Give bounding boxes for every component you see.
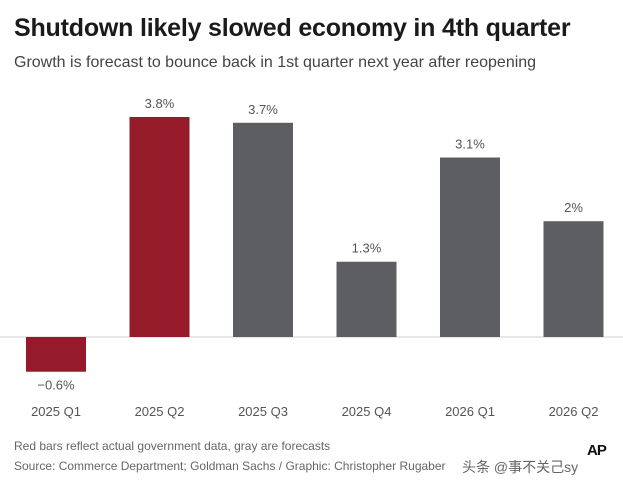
data-label: 2% [564,200,583,215]
chart-note: Red bars reflect actual government data,… [14,439,331,453]
bar-chart: −0.6% 2025 Q1 3.8% 2025 Q2 3.7% 2025 Q3 1.3% 20… [0,96,623,419]
data-label: 3.7% [248,102,278,117]
x-tick-label: 2025 Q3 [238,404,288,419]
watermark-text: 头条 @事不关己sy [462,459,579,475]
bar-2026-q2 [543,221,604,337]
chart-title: Shutdown likely slowed economy in 4th qu… [14,14,571,42]
x-tick-label: 2026 Q1 [445,404,495,419]
bar-2025-q4 [336,261,397,337]
chart-subtitle: Growth is forecast to bounce back in 1st… [14,54,537,71]
bar-2026-q1 [440,157,500,337]
bar-2025-q3 [233,122,293,337]
x-tick-label: 2026 Q2 [549,404,599,419]
x-tick-label: 2025 Q1 [31,404,81,419]
data-label: 3.1% [455,137,485,152]
ap-logo: AP [587,442,607,459]
data-label: 1.3% [352,241,382,256]
x-tick-label: 2025 Q4 [342,404,392,419]
x-tick-label: 2025 Q2 [135,404,185,419]
bar-2025-q2 [129,116,190,337]
data-label: 3.8% [145,96,175,111]
chart-source: Source: Commerce Department; Goldman Sac… [14,459,446,473]
bar-2025-q1 [26,337,86,372]
data-label: −0.6% [37,378,75,393]
